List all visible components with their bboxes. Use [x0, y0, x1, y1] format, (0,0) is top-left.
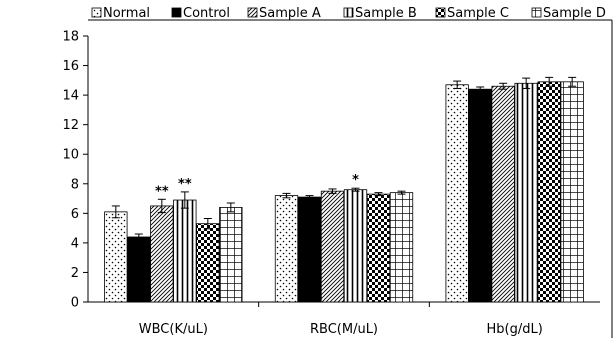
bar-sample-c-2: [537, 81, 561, 303]
y-tick-label: 2: [71, 266, 79, 281]
y-tick-label: 6: [71, 207, 79, 222]
legend-swatch-control: [171, 7, 182, 18]
legend-swatch-sample-c: [435, 7, 446, 18]
y-tick-label: 8: [71, 177, 79, 192]
bar-sample-c-0: [196, 223, 220, 303]
bar-normal-1: [274, 195, 299, 303]
labels: 0 2 4 6 8 10 12 14 16 18 ** ** WBC(K/uL) * RBC(M/uL) Hb…: [62, 30, 542, 338]
y-tick-label: 4: [71, 236, 79, 251]
legend-label: Sample B: [355, 6, 417, 21]
legend-swatch-normal: [91, 7, 102, 18]
y-tick-label: 12: [62, 118, 79, 133]
legend-label: Normal: [103, 6, 150, 21]
bar-sample-d-0: [219, 207, 243, 303]
legend-swatch-sample-a: [247, 7, 258, 18]
bar-control-2: [468, 88, 492, 303]
legend-label: Control: [183, 6, 230, 21]
bar-sample-a-0: [150, 205, 174, 303]
bar-sample-d-1: [389, 192, 414, 303]
y-tick-label: 16: [62, 59, 79, 74]
y-tick-label: 10: [62, 148, 79, 163]
legend-label: Sample C: [447, 6, 509, 21]
bar-sample-a-2: [491, 85, 515, 303]
significance-label: **: [155, 184, 169, 199]
bar-control-0: [127, 236, 151, 303]
bar-normal-0: [104, 211, 128, 303]
bar-sample-d-2: [560, 81, 584, 303]
bar-sample-b-1: [343, 189, 368, 303]
bar-sample-b-2: [514, 82, 538, 303]
significance-label: *: [352, 173, 359, 188]
bars: [104, 76, 584, 303]
legend: Normal Control Sample A Sample B Sample C Sam…: [91, 6, 606, 21]
legend-swatch-sample-d: [531, 7, 542, 18]
y-tick-label: 14: [62, 89, 79, 104]
bar-sample-a-1: [320, 190, 345, 303]
bar-control-1: [297, 196, 322, 303]
x-category-label: WBC(K/uL): [139, 322, 208, 337]
x-category-label: RBC(M/uL): [310, 322, 378, 337]
y-tick-label: 18: [62, 30, 79, 45]
significance-label: **: [178, 177, 192, 192]
x-category-label: Hb(g/dL): [487, 322, 543, 337]
bar-sample-c-1: [366, 193, 391, 303]
bar-sample-b-0: [173, 199, 197, 303]
legend-label: Sample A: [259, 6, 321, 21]
legend-label: Sample D: [543, 6, 606, 21]
bar-normal-2: [445, 84, 469, 303]
legend-swatch-sample-b: [343, 7, 354, 18]
y-tick-label: 0: [71, 296, 79, 311]
